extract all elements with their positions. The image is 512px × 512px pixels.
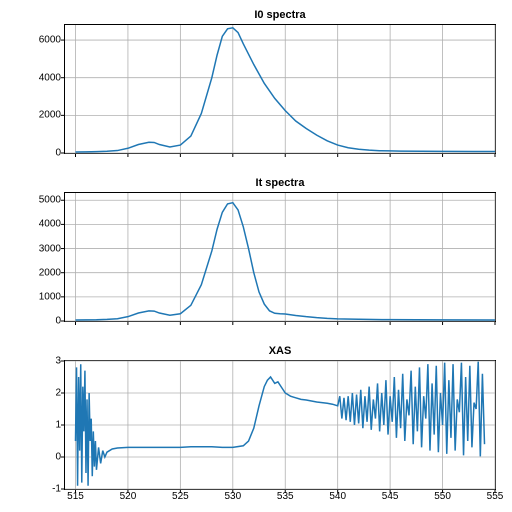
plot-panel-1: It spectra010002000300040005000 <box>64 192 496 322</box>
panel-title-1: It spectra <box>65 177 495 189</box>
x-tick-label: 545 <box>382 491 399 502</box>
x-tick-label: 530 <box>224 491 241 502</box>
y-tick-label: 3000 <box>39 243 65 254</box>
y-tick-label: 2000 <box>39 267 65 278</box>
y-tick-label: 2000 <box>39 110 65 121</box>
y-tick-label: 4000 <box>39 219 65 230</box>
y-tick-label: 5000 <box>39 195 65 206</box>
y-tick-label: 0 <box>55 148 65 159</box>
x-tick-label: 525 <box>172 491 189 502</box>
y-tick-label: 6000 <box>39 35 65 46</box>
x-tick-label: 540 <box>329 491 346 502</box>
y-tick-label: 0 <box>55 316 65 327</box>
panel-title-2: XAS <box>65 345 495 357</box>
y-tick-label: 4000 <box>39 72 65 83</box>
data-line-2 <box>75 362 484 486</box>
plot-panel-2: XAS515520525530535540545550555-10123 <box>64 360 496 490</box>
y-tick-label: 2 <box>55 388 65 399</box>
spectra-figure: I0 spectra0200040006000It spectra0100020… <box>0 0 512 512</box>
panel-title-0: I0 spectra <box>65 9 495 21</box>
y-tick-label: 0 <box>55 452 65 463</box>
plot-panel-0: I0 spectra0200040006000 <box>64 24 496 154</box>
x-tick-label: 535 <box>277 491 294 502</box>
x-tick-label: 520 <box>120 491 137 502</box>
x-tick-label: 515 <box>67 491 84 502</box>
y-tick-label: 3 <box>55 356 65 367</box>
y-tick-label: -1 <box>52 484 65 495</box>
x-tick-label: 550 <box>434 491 451 502</box>
y-tick-label: 1000 <box>39 291 65 302</box>
y-tick-label: 1 <box>55 420 65 431</box>
x-tick-label: 555 <box>487 491 504 502</box>
